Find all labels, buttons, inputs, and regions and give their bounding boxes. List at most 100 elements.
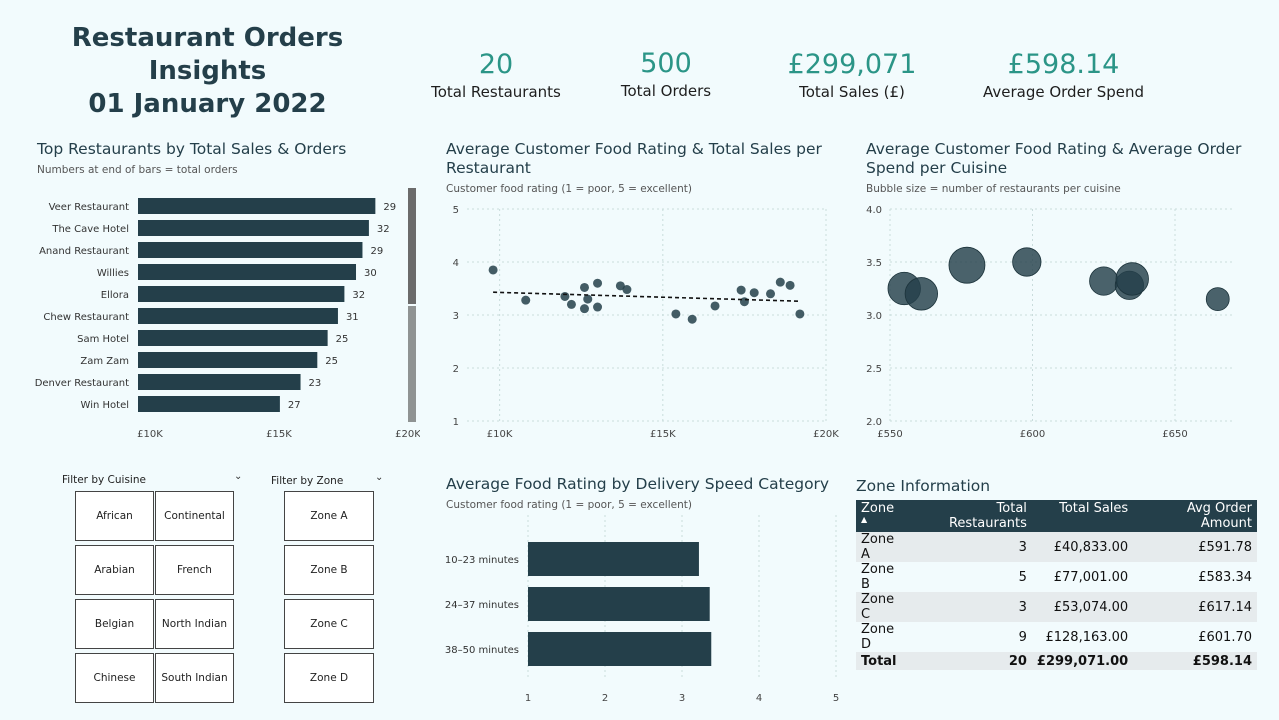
y-tick-label: 2.0: [866, 417, 882, 428]
zone-table-title: Zone Information: [856, 477, 991, 495]
bar: [138, 352, 318, 368]
bar: [138, 198, 376, 214]
data-point: [671, 309, 681, 319]
table-cell: £40,833.00: [1031, 532, 1134, 562]
x-tick-label: £20K: [813, 429, 839, 440]
kpi-label: Total Orders: [620, 82, 712, 100]
title-line-3: 01 January 2022: [88, 89, 327, 119]
column-header-zone[interactable]: Zone ▲: [856, 500, 911, 532]
cuisine-option-african[interactable]: African: [75, 491, 154, 541]
table-cell: Total: [856, 652, 911, 670]
table-row: Zone D 9 £128,163.00 £601.70: [856, 622, 1257, 652]
x-tick-label: 3: [679, 693, 685, 704]
table-row: Zone A 3 £40,833.00 £591.78: [856, 532, 1257, 562]
x-tick-label: £20K: [395, 429, 420, 440]
title-line-1: Restaurant Orders: [71, 23, 344, 53]
scrollbar-thumb: [408, 188, 416, 304]
x-tick-label: £600: [1020, 429, 1045, 440]
chart-title-line-1: Average Customer Food Rating & Average O…: [866, 140, 1242, 158]
zone-option-zone-a[interactable]: Zone A: [284, 491, 374, 541]
data-point: [795, 309, 805, 319]
kpi-total-sales: £299,071 Total Sales (£): [772, 48, 932, 102]
bar: [528, 542, 699, 576]
bar-data-label: 30: [364, 268, 377, 279]
chart-subtitle-rating-cuisine: Bubble size = number of restaurants per …: [866, 183, 1121, 195]
y-tick-label: 2: [453, 364, 459, 375]
column-header-total-sales[interactable]: Total Sales: [1031, 500, 1134, 532]
category-label: Sam Hotel: [77, 334, 129, 345]
category-label: 10–23 minutes: [445, 555, 519, 566]
cuisine-option-north-indian[interactable]: North Indian: [155, 599, 234, 649]
table-cell: £583.34: [1198, 569, 1252, 585]
category-label: Zam Zam: [80, 356, 129, 367]
table-total-row: Total 20 £299,071.00 £598.14: [856, 652, 1257, 670]
chart-title-line-2: Spend per Cuisine: [866, 159, 1008, 177]
delivery-speed-chart[interactable]: 1 2 3 4 5 10–23 minutes 24–37 minutes 38–50 min…: [440, 515, 850, 710]
chart-title-line-2: Restaurant: [446, 159, 531, 177]
bar-data-label: 25: [325, 356, 338, 367]
bar: [138, 396, 280, 412]
rating-sales-scatter[interactable]: 1 2 3 4 5 £10K £15K £20K: [440, 198, 845, 448]
cuisine-option-chinese[interactable]: Chinese: [75, 653, 154, 703]
title-line-2: Insights: [148, 56, 267, 86]
data-point: [785, 280, 795, 290]
category-label: 24–37 minutes: [445, 600, 519, 611]
chevron-down-icon[interactable]: ⌄: [234, 471, 243, 482]
bubble: [1205, 287, 1230, 311]
bar-data-label: 29: [370, 246, 383, 257]
kpi-value: £598.14: [1007, 49, 1120, 80]
table-cell: £601.70: [1198, 629, 1252, 645]
kpi-total-orders: 500 Total Orders: [606, 47, 726, 101]
data-point: [710, 301, 720, 311]
y-tick-label: 4: [453, 258, 459, 269]
chart-subtitle-delivery: Customer food rating (1 = poor, 5 = exce…: [446, 499, 692, 511]
column-header-avg-order-amount[interactable]: Avg Order Amount: [1133, 500, 1257, 532]
data-point: [579, 282, 589, 292]
data-point: [775, 277, 785, 287]
category-label: Win Hotel: [81, 400, 129, 411]
rating-cuisine-bubble-chart[interactable]: 2.0 2.5 3.0 3.5 4.0 £550 £600 £650: [860, 198, 1270, 448]
table-cell: 5: [1018, 569, 1027, 585]
chart-title-rating-cuisine: Average Customer Food Rating & Average O…: [866, 140, 1241, 178]
bar: [138, 242, 363, 258]
bar: [138, 264, 357, 280]
table-cell: Zone B: [861, 562, 895, 592]
zone-option-zone-c[interactable]: Zone C: [284, 599, 374, 649]
bar-data-label: 23: [309, 378, 322, 389]
column-header-total-restaurants[interactable]: Total Restaurants: [910, 500, 1032, 532]
cuisine-option-continental[interactable]: Continental: [155, 491, 234, 541]
cuisine-option-arabian[interactable]: Arabian: [75, 545, 154, 595]
bar-data-label: 25: [336, 334, 349, 345]
data-point: [566, 299, 576, 309]
table-cell: £598.14: [1133, 652, 1257, 670]
cuisine-option-belgian[interactable]: Belgian: [75, 599, 154, 649]
zone-filter-title: Filter by Zone: [271, 475, 344, 487]
cuisine-option-south-indian[interactable]: South Indian: [155, 653, 234, 703]
data-point: [583, 294, 593, 304]
category-label: Anand Restaurant: [39, 246, 129, 257]
y-tick-label: 1: [453, 417, 459, 428]
kpi-label: Average Order Spend: [982, 83, 1145, 101]
kpi-value: 500: [640, 48, 692, 79]
chart-subtitle-top-restaurants: Numbers at end of bars = total orders: [37, 164, 238, 176]
kpi-label: Total Restaurants: [431, 83, 561, 101]
zone-table-container: Zone ▲ Total Restaurants Total Sales Avg…: [856, 500, 1257, 670]
y-tick-label: 3.0: [866, 311, 882, 322]
zone-option-zone-d[interactable]: Zone D: [284, 653, 374, 703]
chevron-down-icon[interactable]: ⌄: [375, 472, 384, 483]
chart-subtitle-rating-sales: Customer food rating (1 = poor, 5 = exce…: [446, 183, 692, 195]
table-cell: £53,074.00: [1031, 592, 1134, 622]
zone-table-header-row: Zone ▲ Total Restaurants Total Sales Avg…: [856, 500, 1257, 532]
y-tick-label: 2.5: [866, 364, 882, 375]
data-point: [766, 289, 776, 299]
sort-ascending-icon: ▲: [861, 515, 868, 524]
zone-option-zone-b[interactable]: Zone B: [284, 545, 374, 595]
top-restaurants-chart[interactable]: Veer Restaurant 29 The Cave Hotel 32 Anand R…: [0, 180, 420, 445]
table-row: Zone B 5 £77,001.00 £583.34: [856, 562, 1257, 592]
data-point: [736, 285, 746, 295]
y-tick-label: 3: [453, 311, 459, 322]
bubble: [1115, 262, 1149, 296]
bubble: [1089, 266, 1119, 296]
cuisine-option-french[interactable]: French: [155, 545, 234, 595]
bubble: [904, 277, 939, 311]
